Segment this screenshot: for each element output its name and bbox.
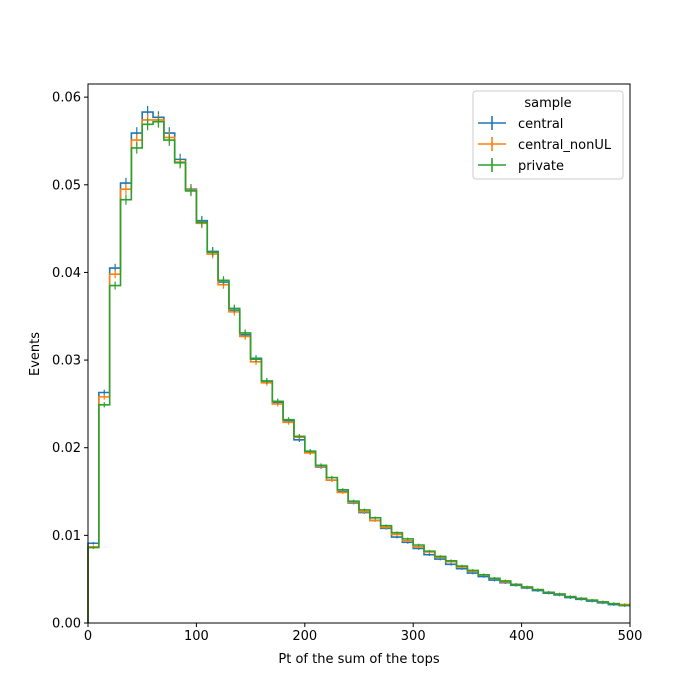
x-tick-label: 200 bbox=[292, 629, 317, 644]
y-tick-label: 0.01 bbox=[52, 529, 81, 544]
y-tick-label: 0.06 bbox=[52, 91, 81, 106]
series-line-private bbox=[87, 120, 630, 623]
y-tick-label: 0.02 bbox=[52, 441, 81, 456]
plot-frame bbox=[87, 83, 631, 624]
series-line-central_nonUL bbox=[87, 119, 630, 623]
legend-box bbox=[472, 90, 624, 180]
x-tick-label: 400 bbox=[509, 629, 534, 644]
x-tick-label: 300 bbox=[401, 629, 426, 644]
legend-item-central: central bbox=[478, 116, 563, 132]
x-tick-label: 0 bbox=[84, 629, 92, 644]
legend-title: sample bbox=[524, 96, 571, 111]
series-line-central bbox=[87, 111, 630, 623]
x-axis: 0 100 200 300 400 500 bbox=[84, 623, 643, 644]
x-axis-label: Pt of the sum of the tops bbox=[278, 652, 439, 667]
y-axis-label: Events bbox=[28, 332, 43, 376]
legend-label: central_nonUL bbox=[518, 138, 612, 153]
y-tick-label: 0.04 bbox=[52, 266, 81, 281]
x-tick-label: 100 bbox=[184, 629, 209, 644]
y-tick-label: 0.00 bbox=[52, 617, 81, 632]
x-tick-label: 500 bbox=[618, 629, 643, 644]
legend-label: private bbox=[518, 159, 564, 174]
legend-item-private: private bbox=[478, 158, 564, 174]
legend-label: central bbox=[518, 117, 563, 132]
legend-item-central_nonUL: central_nonUL bbox=[478, 137, 612, 153]
series-layer bbox=[87, 105, 630, 623]
y-tick-label: 0.05 bbox=[52, 178, 81, 193]
y-axis: 0.00 0.01 0.02 0.03 0.04 0.05 0.06 bbox=[52, 91, 88, 632]
y-tick-label: 0.03 bbox=[52, 354, 81, 369]
